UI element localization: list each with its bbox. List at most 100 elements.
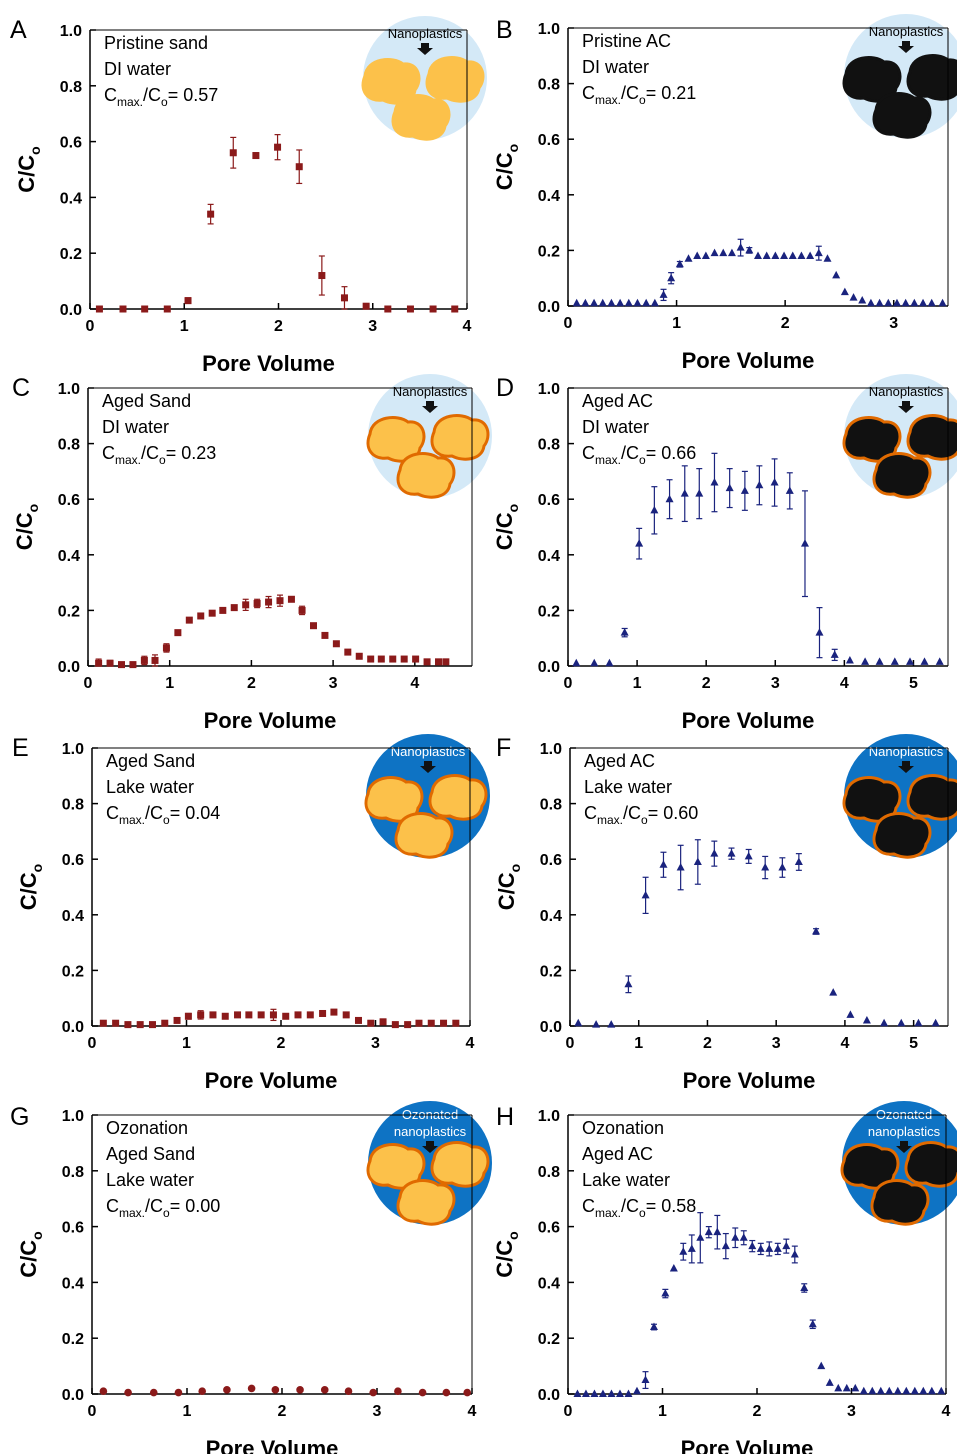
x-tick-label: 5	[909, 675, 918, 692]
inset-circle	[368, 1101, 492, 1225]
cmax-c: C	[582, 443, 595, 463]
data-point	[452, 1019, 460, 1027]
data-point	[868, 1386, 877, 1395]
data-point	[306, 1011, 314, 1019]
y-tick-label: 0.2	[538, 1331, 560, 1348]
x-tick-label: 2	[781, 315, 790, 332]
annotation-line: DI water	[104, 59, 171, 79]
cmax-value: = 0.57	[168, 85, 219, 105]
annotation-line: Pristine AC	[582, 31, 671, 51]
y-tick-label: 0.4	[62, 908, 84, 925]
arrow-down-icon	[898, 761, 914, 773]
x-tick-label: 0	[88, 1035, 97, 1052]
x-tick-label: 4	[410, 675, 419, 692]
panel-letter: D	[496, 374, 514, 402]
y-axis-title: C/Co	[492, 504, 521, 550]
data-point	[713, 1227, 722, 1236]
data-point	[632, 1386, 641, 1395]
y-axis-title-sub: o	[27, 146, 43, 155]
data-point	[117, 661, 125, 669]
data-point	[384, 305, 392, 313]
data-point	[295, 163, 303, 171]
data-point	[675, 259, 684, 268]
data-point	[840, 287, 849, 296]
arrow-down-icon	[420, 761, 436, 773]
data-point	[607, 1389, 616, 1397]
x-tick-label: 1	[180, 318, 189, 335]
data-point	[669, 1263, 678, 1272]
data-point	[163, 305, 171, 313]
cmax-c: C	[104, 85, 117, 105]
data-point	[229, 149, 237, 157]
data-point	[404, 1021, 412, 1029]
cmax-value: = 0.04	[170, 803, 221, 823]
cmax-sub: max.	[595, 1206, 621, 1220]
x-tick-label: 4	[942, 1403, 951, 1420]
y-axis-title-sub: o	[29, 1231, 45, 1240]
data-point	[679, 1247, 688, 1255]
data-point	[367, 1019, 375, 1027]
y-tick-label: 1.0	[60, 23, 82, 40]
data-point	[294, 1011, 302, 1019]
data-point	[242, 601, 250, 609]
inset-grain	[364, 776, 424, 823]
data-point	[935, 657, 944, 665]
inset-illustration: Nanoplastics	[361, 16, 487, 141]
data-point	[650, 505, 659, 514]
y-axis-title-main: C/C	[492, 152, 517, 190]
cmax-sub: max.	[119, 1206, 145, 1220]
data-point	[832, 270, 841, 279]
x-tick-label: 3	[771, 675, 780, 692]
annotation-line: Aged Sand	[106, 751, 195, 771]
y-tick-label: 1.0	[58, 381, 80, 398]
y-axis-title-main: C/C	[492, 1240, 517, 1278]
data-point	[572, 298, 581, 307]
y-tick-label: 0.8	[538, 1164, 560, 1181]
y-tick-label: 0.2	[58, 603, 80, 620]
cmax-sub2: o	[163, 1206, 170, 1220]
data-point	[197, 1011, 205, 1019]
inset-grain	[906, 54, 957, 101]
cmax-mid: /C	[621, 83, 639, 103]
data-point	[782, 1241, 791, 1250]
inset-illustration: Nanoplastics	[842, 734, 957, 859]
x-tick-label: 4	[840, 675, 849, 692]
data-point	[332, 640, 340, 648]
cmax-mid: /C	[145, 1196, 163, 1216]
cmax-label: Cmax./Co= 0.57	[104, 85, 218, 109]
y-tick-label: 0.8	[538, 77, 560, 94]
annotation-line: Aged AC	[582, 1144, 653, 1164]
data-point	[885, 1386, 894, 1395]
data-point	[427, 1019, 435, 1027]
x-tick-label: 3	[772, 1035, 781, 1052]
data-point	[124, 1021, 132, 1029]
y-tick-label: 0.4	[58, 548, 80, 565]
data-point	[710, 248, 719, 257]
data-point	[736, 243, 745, 251]
y-tick-label: 0.2	[60, 246, 82, 263]
inset-grain	[906, 774, 957, 821]
data-point	[770, 478, 779, 486]
annotation-line: Lake water	[582, 1170, 670, 1190]
inset-label: Nanoplastics	[393, 384, 468, 399]
cmax-sub: max.	[595, 453, 621, 467]
data-point	[693, 857, 702, 865]
data-point	[574, 1018, 583, 1027]
data-point	[641, 1375, 650, 1384]
cmax-label: Cmax./Co= 0.58	[582, 1196, 696, 1220]
data-point	[756, 1244, 765, 1252]
data-point	[642, 298, 651, 307]
cmax-sub2: o	[639, 1206, 646, 1220]
inset-grain	[904, 1141, 957, 1188]
x-tick-label: 1	[633, 675, 642, 692]
y-axis-title: C/Co	[16, 1231, 45, 1277]
cmax-label: Cmax./Co= 0.00	[106, 1196, 220, 1220]
y-axis-title-sub: o	[505, 144, 521, 153]
cmax-c: C	[582, 83, 595, 103]
x-tick-label: 1	[183, 1403, 192, 1420]
y-tick-label: 0.0	[62, 1019, 84, 1036]
data-point	[731, 1233, 740, 1241]
y-tick-label: 0.8	[540, 797, 562, 814]
